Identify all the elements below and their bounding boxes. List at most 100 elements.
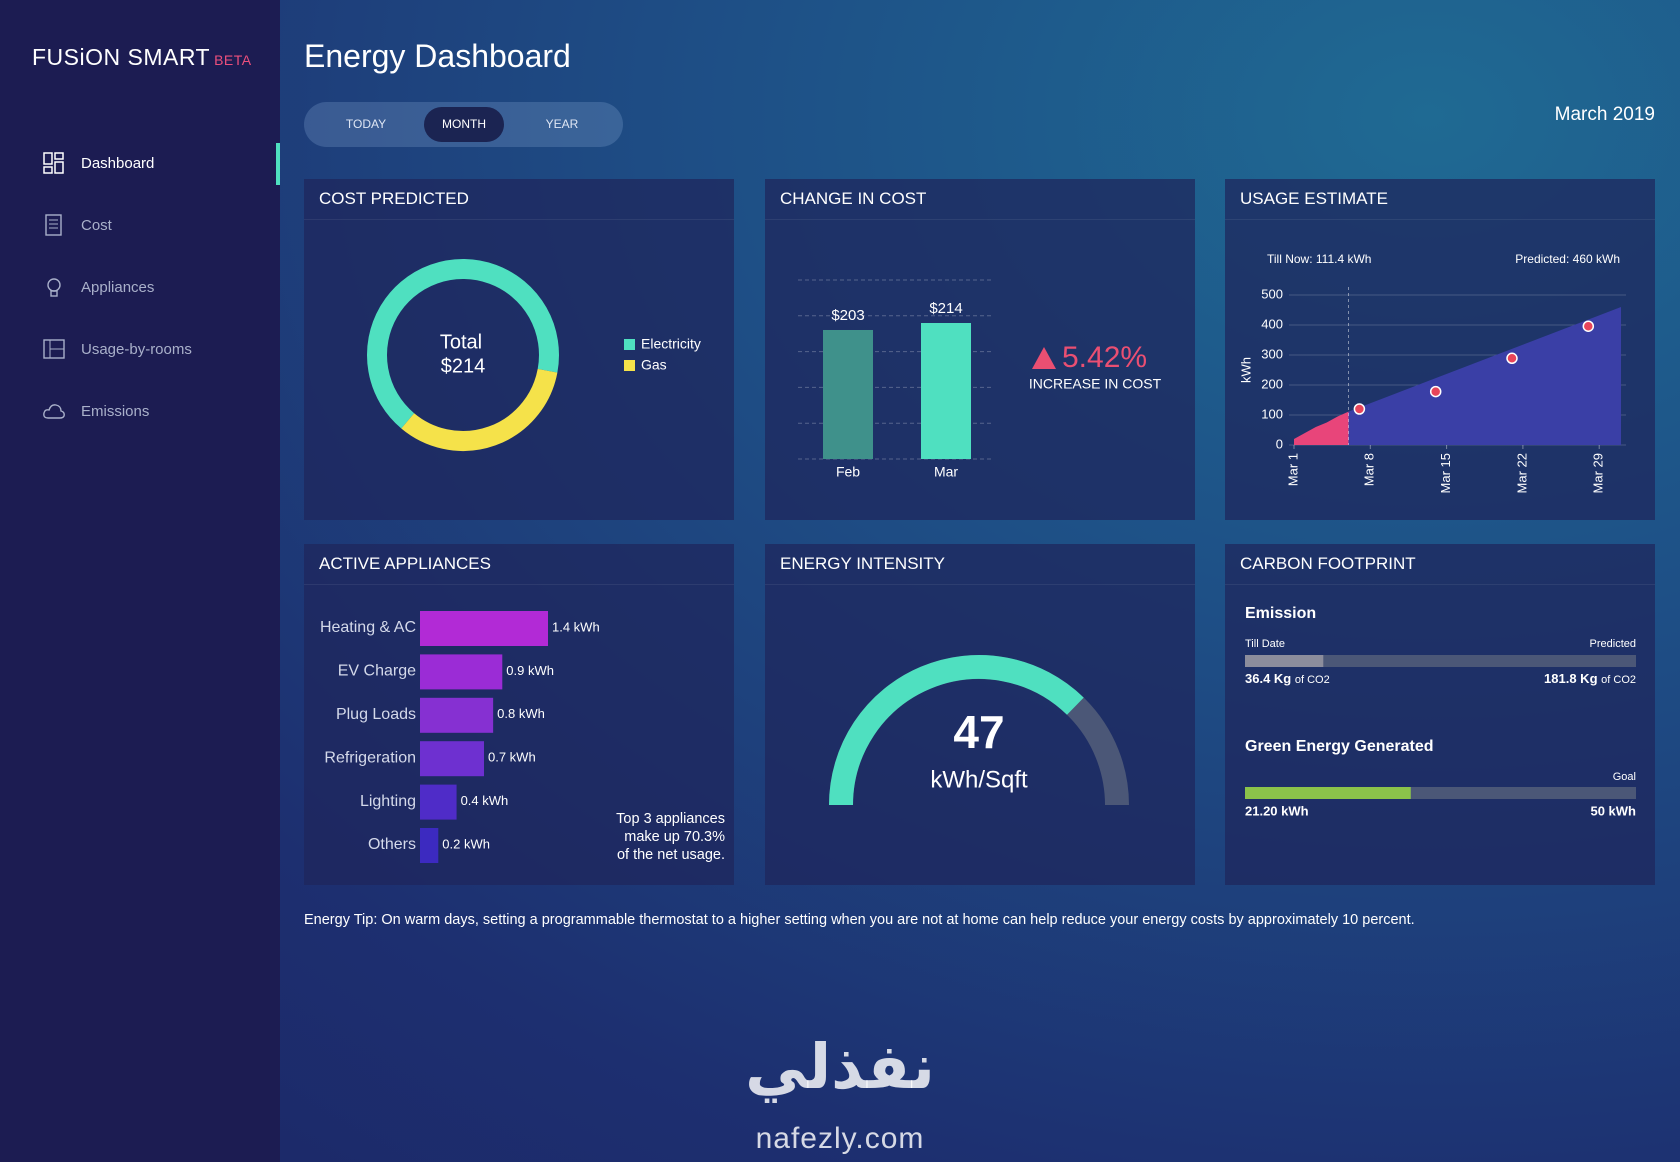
y-tick-label: Plug Loads [336, 706, 416, 723]
y-tick-label: 400 [1261, 316, 1283, 331]
y-tick-label: 0 [1276, 436, 1283, 451]
y-tick-label: 200 [1261, 376, 1283, 391]
bar [921, 323, 971, 459]
bar [420, 654, 503, 690]
tip-label: Energy Tip: [304, 912, 378, 928]
nav-label: Emissions [81, 402, 150, 420]
watermark-site: nafezly.com [755, 1122, 925, 1155]
y-tick-label: 100 [1261, 406, 1283, 421]
gauge-value-arc [829, 655, 1084, 806]
bar-value-label: 0.7 kWh [488, 750, 536, 765]
data-point [1353, 403, 1366, 415]
tab[interactable]: MONTH [424, 107, 504, 142]
x-tick-label: Mar 22 [1514, 453, 1529, 493]
card: CARBON FOOTPRINT Emission Till Date Predict… [1225, 544, 1655, 885]
nav-icon [45, 214, 62, 236]
card: ENERGY INTENSITY 47 kWh/Sqft [765, 544, 1195, 885]
nav-icon [47, 278, 61, 297]
progress-fill [1245, 787, 1411, 799]
card-title: ENERGY INTENSITY [765, 544, 1195, 585]
bar-value-label: $203 [831, 307, 864, 324]
x-tick-label: Mar 29 [1591, 453, 1606, 493]
section-title: Emission [1245, 605, 1316, 622]
text-part: of CO2 [1601, 674, 1636, 686]
actual-area [1294, 411, 1349, 445]
hbar-chart: Heating & AC 1.4 kWh EV Charge 0.9 kWh Plug … [320, 611, 725, 863]
donut-segment [401, 368, 558, 451]
nav-item[interactable]: Appliances [0, 267, 280, 307]
gauge-chart: 47 kWh/Sqft [829, 655, 1129, 806]
bar-value-label: 0.8 kWh [497, 706, 545, 721]
value-label: 36.4 Kg of CO2 [1245, 671, 1330, 686]
value-label: 21.20 kWh [1245, 803, 1309, 818]
legend-label: Electricity [641, 336, 701, 352]
card: USAGE ESTIMATE Till Now: 111.4 kWh Predict… [1225, 179, 1655, 520]
bar [420, 828, 439, 863]
date: March 2019 [1554, 104, 1655, 125]
change-caption: INCREASE IN COST [1029, 376, 1162, 392]
x-tick-label: Feb [836, 464, 860, 480]
data-point [1506, 352, 1518, 365]
note: Top 3 appliances [616, 811, 725, 827]
bar-label: Till Date [1245, 638, 1285, 650]
text-part: 181.8 Kg [1544, 671, 1598, 686]
progress-track [1245, 655, 1636, 667]
y-tick-label: EV Charge [338, 663, 416, 680]
bar [420, 697, 494, 733]
card-title: ACTIVE APPLIANCES [304, 544, 734, 585]
bar-label: Predicted [1590, 638, 1636, 650]
watermark-logo: نفذلي [745, 1033, 935, 1102]
tabs: TODAY MONTH YEAR [304, 102, 623, 147]
card: CHANGE IN COST $203 Feb $214 Mar 5.42% INCREAS… [765, 179, 1195, 520]
card: ACTIVE APPLIANCES Heating & AC 1.4 kWh EV C… [304, 544, 734, 885]
bar [823, 329, 873, 459]
y-tick-label: Others [368, 836, 416, 853]
progress-fill [1245, 655, 1324, 667]
change-value: 5.42% [1062, 341, 1147, 374]
brand-name: FUSiON SMART [32, 44, 211, 70]
tip-text: On warm days, setting a programmable the… [381, 912, 1415, 928]
page-title: Energy Dashboard [304, 38, 571, 74]
bar-chart: $203 Feb $214 Mar 5.42% INCREASE IN COST [798, 279, 1162, 480]
y-tick-label: 300 [1261, 346, 1283, 361]
nav-item[interactable]: Usage-by-rooms [0, 329, 280, 369]
card-title: CHANGE IN COST [765, 179, 1195, 220]
nav-icon [43, 152, 64, 174]
text-part: of CO2 [1295, 674, 1330, 686]
nav-item[interactable]: Dashboard [0, 143, 280, 183]
x-tick-label: Mar 15 [1438, 453, 1453, 493]
bar-value-label: 0.2 kWh [442, 836, 490, 851]
y-tick-label: Lighting [360, 793, 416, 810]
gauge-unit: kWh/Sqft [930, 766, 1028, 793]
nav-label: Appliances [81, 278, 155, 296]
badge: BETA [214, 52, 252, 68]
donut-chart: Electricity Gas Total$214 [367, 259, 701, 451]
value-label: 181.8 Kg of CO2 [1544, 671, 1636, 686]
donut-segment [367, 259, 559, 429]
bar-value-label: 0.9 kWh [506, 663, 554, 678]
forecast-area [1348, 307, 1621, 445]
section-title: Green Energy Generated [1245, 738, 1434, 755]
active-indicator [276, 143, 280, 185]
bar-value-label: $214 [929, 300, 962, 317]
nav-label: Dashboard [81, 154, 155, 172]
till-now-label: Till Now: 111.4 kWh [1267, 252, 1371, 266]
progress-panel: Emission Till Date Predicted 36.4 Kg of CO2… [1245, 605, 1636, 818]
y-tick-label: Heating & AC [320, 619, 416, 636]
donut-total: $214 [441, 355, 486, 377]
nav-item[interactable]: Cost [0, 205, 280, 245]
legend-label: Gas [641, 357, 667, 373]
note: of the net usage. [617, 847, 725, 863]
legend-swatch [624, 360, 635, 371]
card-title: COST PREDICTED [304, 179, 734, 220]
card: COST PREDICTED Electricity Gas Total $214 [304, 179, 734, 520]
tab[interactable]: YEAR [545, 117, 579, 131]
gauge-value: 47 [953, 706, 1004, 758]
tab[interactable]: TODAY [345, 117, 387, 131]
value-label: 50 kWh [1590, 803, 1636, 818]
note: make up 70.3% [624, 829, 725, 845]
nav-icon [43, 339, 65, 359]
legend-swatch [624, 339, 635, 350]
nav-item[interactable]: Emissions [0, 391, 280, 431]
